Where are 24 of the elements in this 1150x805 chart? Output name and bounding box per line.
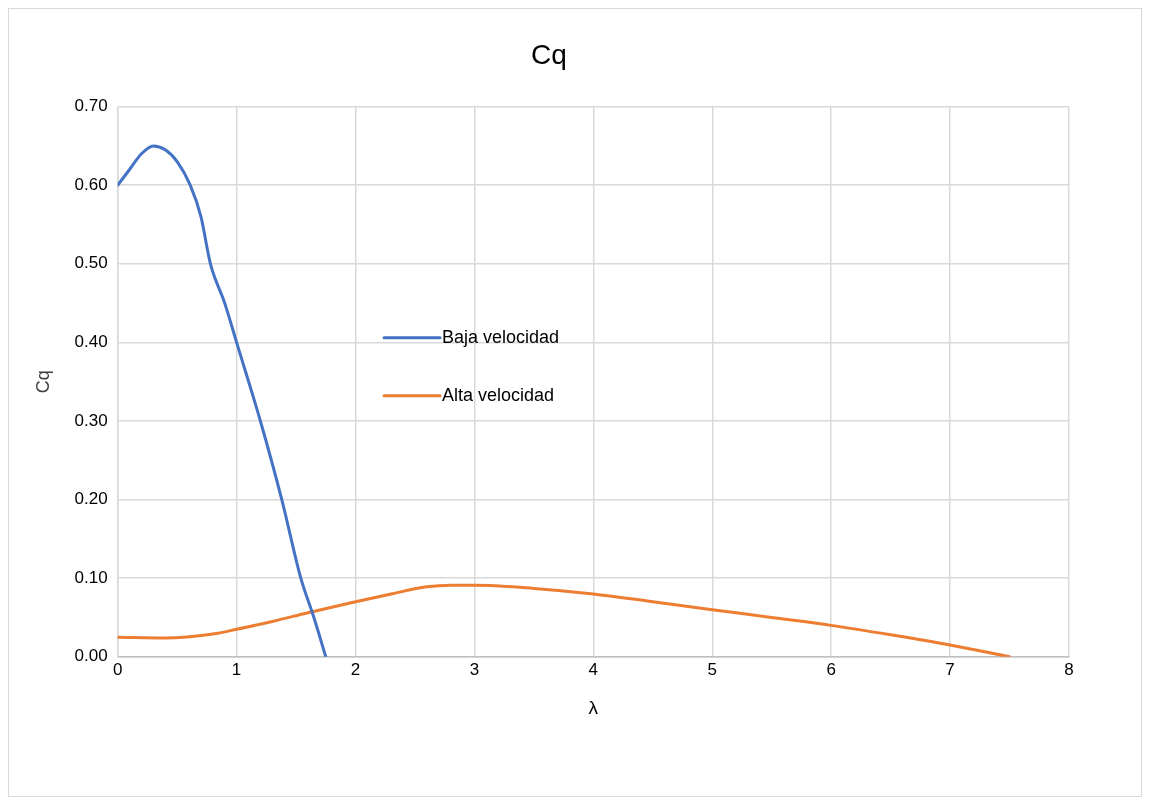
- x-tick-label: 6: [826, 659, 836, 679]
- y-tick-label: 0.30: [74, 410, 108, 430]
- y-tick-label: 0.40: [74, 332, 108, 352]
- y-tick-label: 0.10: [74, 567, 108, 587]
- x-tick-label: 1: [231, 659, 242, 679]
- x-tick-label: 0: [112, 659, 123, 679]
- line-series: [117, 144, 328, 657]
- y-tick-label: 0.50: [74, 253, 108, 273]
- y-tick-label: 0.00: [74, 646, 108, 666]
- chart-title: Cq: [531, 38, 567, 70]
- y-tick-label: 0.70: [74, 96, 108, 116]
- x-tick-label: 2: [350, 659, 361, 679]
- y-tick-label: 0.60: [74, 174, 108, 194]
- x-tick-label: 5: [707, 659, 717, 679]
- x-axis-title: λ: [588, 696, 599, 718]
- y-tick-label: 0.20: [74, 489, 108, 509]
- x-tick-label: 8: [1064, 659, 1074, 679]
- y-axis-title: Cq: [32, 370, 53, 394]
- line-series: [117, 583, 1012, 657]
- legend-label: Baja velocidad: [442, 326, 560, 347]
- legend-label: Alta velocidad: [442, 384, 555, 405]
- x-tick-label: 4: [588, 659, 599, 679]
- x-tick-label: 7: [945, 659, 955, 679]
- x-tick-label: 3: [469, 659, 480, 679]
